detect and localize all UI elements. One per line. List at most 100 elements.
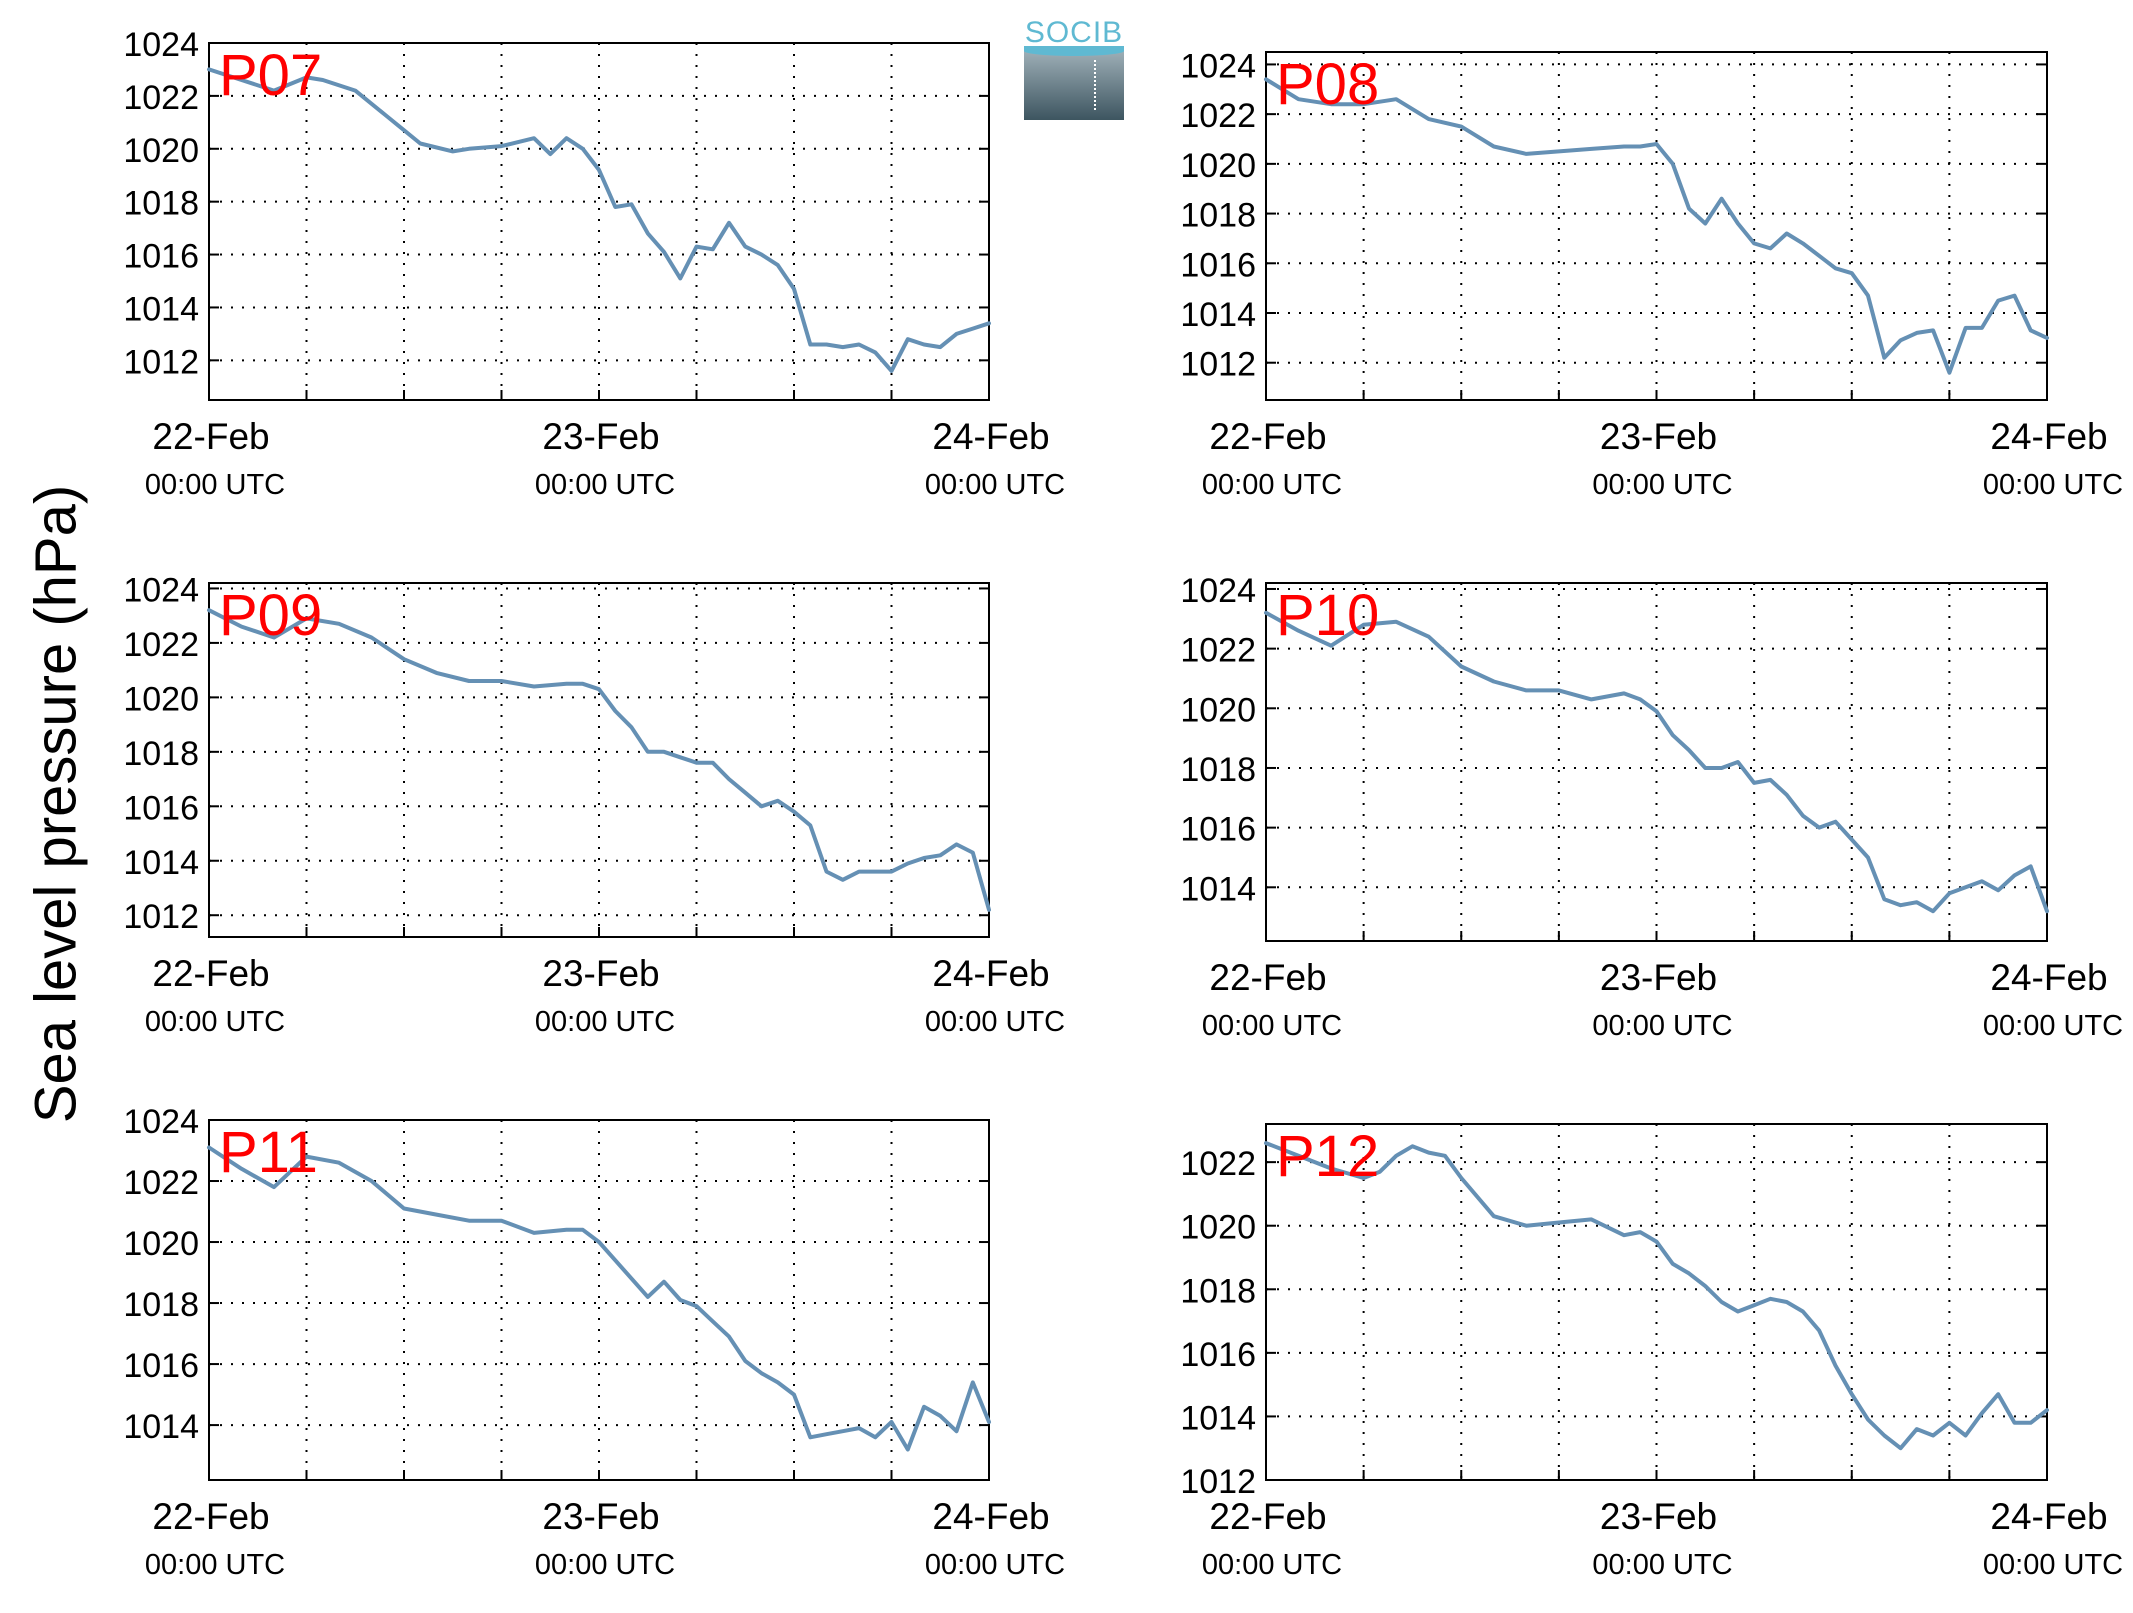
y-tick-label: 1016: [123, 789, 199, 827]
y-tick-label: 1020: [1180, 1209, 1256, 1247]
panel-label: P10: [1276, 583, 1379, 648]
y-tick-label: 1016: [1180, 811, 1256, 849]
x-tick-sublabel: 00:00 UTC: [1983, 1010, 2123, 1042]
y-tick-label: 1016: [123, 1347, 199, 1385]
y-tick-label: 1014: [123, 844, 199, 882]
y-tick-label: 1014: [123, 290, 199, 328]
axes-frame: [1265, 1123, 2048, 1481]
x-tick-label: 23-Feb: [1600, 957, 1717, 998]
panel-label: P08: [1276, 52, 1379, 117]
panel-p08: 1012 1014 1016 1018 1020 1022 1024 22-Feb 00:00 …: [1180, 47, 2123, 501]
x-tick-sublabel: 00:00 UTC: [1592, 469, 1732, 501]
y-tick-label: 1024: [123, 571, 199, 609]
x-tick-label: 24-Feb: [1990, 957, 2107, 998]
socib-logo: SOCIB: [1024, 16, 1124, 120]
pressure-series-line: [207, 608, 991, 912]
x-tick-label: 23-Feb: [1600, 1496, 1717, 1537]
y-tick-label: 1018: [123, 185, 199, 223]
x-tick-sublabel: 00:00 UTC: [1202, 1549, 1342, 1581]
panel-p12: 1012 1014 1016 1018 1020 1022 22-Feb 00:00 UTC 2…: [1180, 1123, 2123, 1581]
panel-p07: 1012 1014 1016 1018 1020 1022 1024 22-Feb 00:00 …: [123, 26, 1065, 501]
panel-label: P11: [219, 1120, 318, 1185]
logo-gradient-box: [1024, 50, 1124, 120]
logo-dotted-line: [1094, 60, 1098, 110]
y-tick-label: 1020: [123, 680, 199, 718]
pressure-series-line: [207, 1145, 991, 1452]
x-tick-sublabel: 00:00 UTC: [925, 469, 1065, 501]
y-tick-label: 1014: [123, 1408, 199, 1446]
x-tick-sublabel: 00:00 UTC: [145, 1549, 285, 1581]
y-tick-label: 1022: [1180, 632, 1256, 670]
y-tick-label: 1018: [1180, 1272, 1256, 1310]
x-tick-label: 23-Feb: [542, 416, 659, 457]
x-tick-label: 22-Feb: [1209, 1496, 1326, 1537]
y-tick-label: 1024: [123, 1103, 199, 1141]
x-tick-label: 22-Feb: [152, 953, 269, 994]
y-tick-label: 1020: [123, 132, 199, 170]
axes-frame: [208, 42, 990, 401]
shared-y-axis-label: Sea level pressure (hPa): [23, 484, 89, 1124]
y-tick-label: 1020: [1180, 691, 1256, 729]
logo-wave: [1024, 46, 1124, 56]
axes-frame: [208, 1119, 990, 1481]
panel-label: P12: [1276, 1124, 1379, 1189]
x-tick-sublabel: 00:00 UTC: [925, 1549, 1065, 1581]
y-tick-label: 1018: [123, 1286, 199, 1324]
x-tick-sublabel: 00:00 UTC: [535, 1006, 675, 1038]
x-tick-label: 22-Feb: [1209, 416, 1326, 457]
y-tick-label: 1018: [123, 735, 199, 773]
pressure-series-line: [207, 67, 991, 373]
x-tick-label: 24-Feb: [1990, 416, 2107, 457]
panel-p10: 1014 1016 1018 1020 1022 1024 22-Feb 00:00 UTC 2…: [1180, 572, 2123, 1042]
y-tick-label: 1012: [123, 343, 199, 381]
pressure-series-line: [1264, 610, 2049, 914]
y-tick-label: 1014: [1180, 296, 1256, 334]
pressure-series-line: [1264, 1141, 2049, 1451]
axes-frame: [1265, 582, 2048, 942]
y-tick-label: 1022: [123, 79, 199, 117]
x-tick-label: 23-Feb: [1600, 416, 1717, 457]
x-tick-label: 24-Feb: [932, 416, 1049, 457]
y-tick-label: 1024: [123, 26, 199, 64]
x-tick-label: 22-Feb: [152, 416, 269, 457]
x-tick-sublabel: 00:00 UTC: [1592, 1549, 1732, 1581]
x-tick-sublabel: 00:00 UTC: [145, 1006, 285, 1038]
y-tick-label: 1022: [1180, 97, 1256, 135]
x-tick-sublabel: 00:00 UTC: [535, 1549, 675, 1581]
x-tick-sublabel: 00:00 UTC: [1983, 1549, 2123, 1581]
y-tick-label: 1022: [123, 626, 199, 664]
x-tick-label: 22-Feb: [152, 1496, 269, 1537]
panel-p11: 1014 1016 1018 1020 1022 1024 22-Feb 00:00 UTC 2…: [123, 1103, 1065, 1581]
x-tick-sublabel: 00:00 UTC: [535, 469, 675, 501]
y-tick-label: 1012: [1180, 1463, 1256, 1501]
x-tick-label: 24-Feb: [932, 953, 1049, 994]
y-tick-label: 1014: [1180, 1399, 1256, 1437]
y-tick-label: 1012: [1180, 346, 1256, 384]
y-tick-label: 1016: [123, 238, 199, 276]
axes-frame: [208, 582, 990, 938]
logo-text: SOCIB: [1024, 16, 1124, 49]
y-tick-label: 1024: [1180, 47, 1256, 85]
y-tick-label: 1018: [1180, 197, 1256, 235]
y-tick-label: 1020: [1180, 147, 1256, 185]
y-tick-label: 1012: [123, 898, 199, 936]
y-tick-label: 1016: [1180, 1336, 1256, 1374]
x-tick-sublabel: 00:00 UTC: [1983, 469, 2123, 501]
y-tick-label: 1016: [1180, 246, 1256, 284]
x-tick-label: 22-Feb: [1209, 957, 1326, 998]
y-tick-label: 1020: [123, 1225, 199, 1263]
panel-p09: 1012 1014 1016 1018 1020 1022 1024 22-Feb 00:00 …: [123, 571, 1065, 1038]
x-tick-label: 23-Feb: [542, 1496, 659, 1537]
x-tick-sublabel: 00:00 UTC: [925, 1006, 1065, 1038]
x-tick-label: 24-Feb: [1990, 1496, 2107, 1537]
y-tick-label: 1024: [1180, 572, 1256, 610]
pressure-series-line: [1264, 77, 2049, 375]
panel-label: P07: [219, 43, 322, 108]
x-tick-sublabel: 00:00 UTC: [1202, 1010, 1342, 1042]
y-tick-label: 1018: [1180, 751, 1256, 789]
y-tick-label: 1022: [123, 1164, 199, 1202]
x-tick-sublabel: 00:00 UTC: [145, 469, 285, 501]
x-tick-sublabel: 00:00 UTC: [1202, 469, 1342, 501]
x-tick-label: 24-Feb: [932, 1496, 1049, 1537]
